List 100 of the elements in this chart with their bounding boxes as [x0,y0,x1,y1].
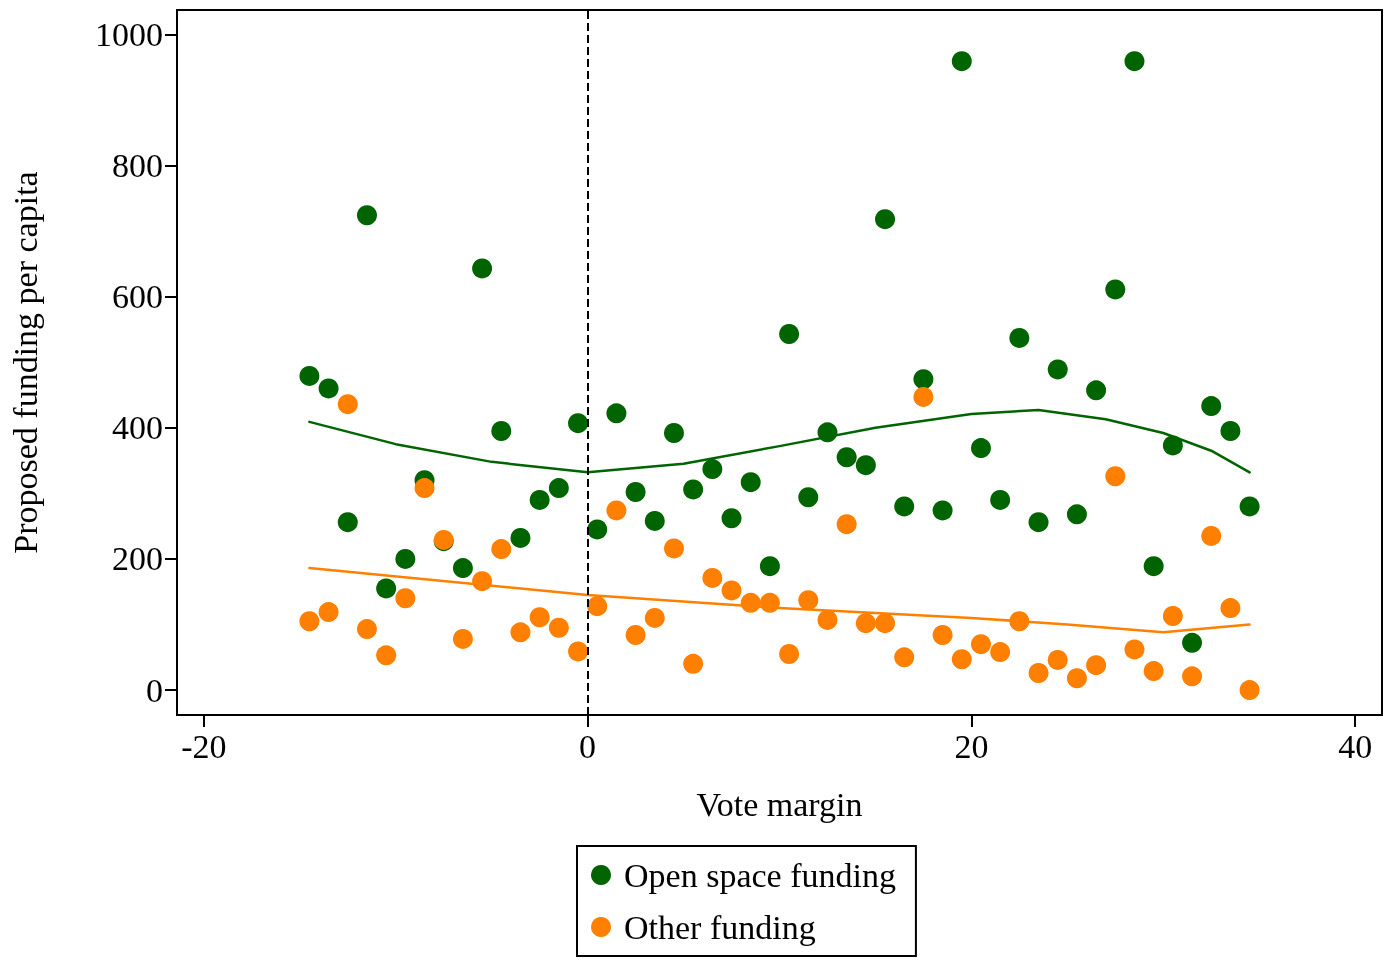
point [721,580,742,601]
point [414,478,435,499]
point [913,369,934,390]
point [1162,605,1183,626]
point [740,472,761,493]
point [970,634,991,655]
point [510,622,531,643]
point [759,556,780,577]
point [663,538,684,559]
x-axis-title: Vote margin [696,785,863,823]
point [1047,359,1068,380]
point [798,487,819,508]
y-tick-label: 400 [112,409,163,447]
point [702,459,723,480]
point [1239,680,1260,701]
point [548,478,569,499]
point [491,539,512,560]
point [1124,51,1145,72]
point [1086,380,1107,401]
point [951,649,972,670]
y-tick-label: 200 [112,540,163,578]
point [836,447,857,468]
point [644,510,665,531]
point [990,642,1011,663]
point [798,590,819,611]
point [779,323,800,344]
point [568,641,589,662]
point [395,548,416,569]
point [817,609,838,630]
point [1220,421,1241,442]
point [529,489,550,510]
point [337,394,358,415]
point [721,508,742,529]
point [1182,632,1203,653]
point [875,613,896,634]
x-tick-label: 0 [579,727,597,765]
point [970,438,991,459]
point [1201,396,1222,417]
point [932,500,953,521]
point [1028,663,1049,684]
point [1239,496,1260,517]
point [452,558,473,579]
point [529,607,550,628]
x-tick-label: -20 [181,727,227,765]
point [587,596,608,617]
point [990,489,1011,510]
point [356,619,377,640]
point [376,578,397,599]
point [894,647,915,668]
point [337,512,358,533]
point [951,51,972,72]
point [1009,327,1030,348]
point [1066,504,1087,525]
point [855,455,876,476]
point [356,205,377,226]
point [1086,655,1107,676]
point [318,602,339,623]
point [510,527,531,548]
point [1105,466,1126,487]
point [587,519,608,540]
point [1201,525,1222,546]
point [683,653,704,674]
point [894,496,915,517]
point [1028,512,1049,533]
point [1220,598,1241,619]
point [606,403,627,424]
point [663,423,684,443]
point [395,588,416,609]
point [1162,435,1183,456]
point [1047,649,1068,670]
point [548,617,569,638]
point [836,514,857,535]
legend-label: Open space funding [624,856,896,894]
point [625,482,646,503]
point [1143,556,1164,577]
point [452,628,473,649]
point [1143,661,1164,682]
y-axis-title: Proposed funding per capita [6,171,44,554]
point [625,625,646,645]
legend-label: Other funding [624,908,816,946]
y-tick-label: 0 [146,671,163,709]
point [606,500,627,521]
point [1182,666,1203,687]
point [376,645,397,666]
point [491,421,512,442]
point [472,258,493,279]
point [779,644,800,664]
point [1066,668,1087,689]
x-tick-label: 40 [1338,727,1373,765]
y-tick-label: 1000 [95,15,163,53]
point [702,567,723,588]
point [318,378,339,399]
point [644,607,665,628]
point [875,209,896,230]
line-series [308,566,1251,634]
point [1105,279,1126,300]
point [299,365,320,386]
point [913,386,934,407]
x-tick-label: 20 [954,727,989,765]
y-tick-label: 600 [112,278,163,316]
